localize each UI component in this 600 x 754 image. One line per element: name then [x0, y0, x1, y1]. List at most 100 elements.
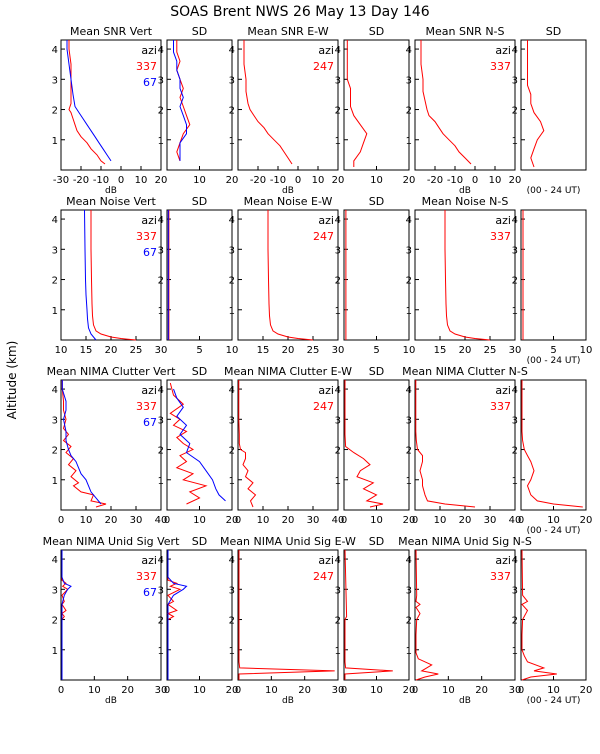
y-tick-label: 1: [158, 306, 164, 317]
y-tick-label: 3: [335, 415, 341, 426]
y-tick-label: 3: [158, 585, 164, 596]
y-tick-label: 3: [406, 75, 412, 86]
legend-entry-247: 247: [313, 60, 334, 73]
x-tick-label: 20: [155, 175, 168, 186]
panel-title: Mean Noise N-S: [422, 195, 509, 208]
series-line-337: [415, 380, 476, 508]
y-tick-label: 1: [406, 646, 412, 657]
y-tick-label: 4: [335, 555, 341, 566]
panel-6: 1 2 3 4 SD (00 - 24 UT): [512, 25, 587, 196]
legend-entry-337: 337: [136, 400, 157, 413]
panel-title: Mean NIMA Clutter N-S: [402, 365, 528, 378]
series-line: [344, 549, 393, 680]
x-tick-label: 20: [105, 345, 118, 356]
x-tick-label: 10: [580, 345, 593, 356]
panel-3: 1 2 3 4 -20 -10 0 10 20 Mean SNR E-W dB azi 247: [229, 25, 345, 196]
series-line-67: [66, 40, 112, 162]
y-tick-label: 4: [158, 45, 164, 56]
series-line: [173, 40, 187, 161]
panel-10: 1 2 3 4 5 10 SD: [335, 195, 416, 356]
x-tick-label: 0: [164, 685, 170, 696]
x-tick-label: 25: [130, 345, 143, 356]
y-tick-label: 4: [158, 215, 164, 226]
x-axis-label: dB: [105, 696, 117, 706]
legend-entry-67: 67: [143, 76, 157, 89]
y-tick-label: 2: [406, 446, 412, 457]
plot-frame: [60, 549, 162, 681]
panel-title: Mean SNR E-W: [247, 25, 328, 38]
x-tick-label: 20: [105, 515, 118, 526]
y-tick-label: 4: [512, 555, 518, 566]
y-tick-label: 3: [512, 415, 518, 426]
y-tick-label: 3: [512, 75, 518, 86]
y-tick-label: 1: [512, 306, 518, 317]
legend-entry-337: 337: [490, 570, 511, 583]
y-tick-label: 2: [158, 446, 164, 457]
panel-8: 1 2 3 4 5 10 SD: [158, 195, 239, 356]
x-tick-label: 30: [509, 345, 522, 356]
panel-title: SD: [192, 25, 207, 38]
y-tick-label: 4: [158, 555, 164, 566]
x-tick-label: 0: [518, 685, 524, 696]
y-tick-label: 2: [52, 616, 58, 627]
x-axis-label: dB: [459, 186, 471, 196]
figure-title: SOAS Brent NWS 26 May 13 Day 146: [170, 4, 430, 20]
y-tick-label: 3: [335, 585, 341, 596]
y-tick-label: 2: [512, 106, 518, 117]
x-tick-label: 10: [80, 515, 93, 526]
plot-frame: [520, 209, 587, 341]
legend-entry-337: 337: [136, 570, 157, 583]
x-tick-label: 20: [509, 175, 522, 186]
x-tick-label: 15: [257, 345, 270, 356]
x-tick-label: 0: [412, 685, 418, 696]
x-tick-label: -10: [93, 175, 109, 186]
series-line-247: [238, 380, 257, 508]
y-tick-label: 3: [335, 245, 341, 256]
y-tick-label: 3: [512, 585, 518, 596]
x-tick-label: 40: [509, 515, 522, 526]
y-tick-label: 4: [512, 385, 518, 396]
y-tick-label: 1: [335, 646, 341, 657]
y-tick-label: 3: [158, 75, 164, 86]
series-line: [173, 388, 226, 502]
y-tick-label: 2: [406, 616, 412, 627]
y-tick-label: 1: [335, 136, 341, 147]
y-tick-label: 1: [406, 476, 412, 487]
x-tick-label: 10: [226, 345, 239, 356]
y-tick-label: 2: [52, 276, 58, 287]
y-tick-label: 2: [229, 616, 235, 627]
series-line-337: [61, 380, 107, 508]
y-tick-label: 2: [406, 276, 412, 287]
y-tick-label: 2: [229, 276, 235, 287]
x-tick-label: -20: [250, 175, 266, 186]
x-tick-label: 10: [370, 515, 383, 526]
legend-title: azi: [141, 44, 157, 57]
plot-frame: [343, 379, 410, 511]
plot-frame: [343, 549, 410, 681]
x-tick-label: 10: [403, 345, 416, 356]
x-axis-label: (00 - 24 UT): [527, 526, 581, 536]
y-tick-label: 2: [229, 106, 235, 117]
y-tick-label: 2: [229, 446, 235, 457]
y-tick-label: 1: [52, 306, 58, 317]
panel-title: Mean NIMA Unid Sig Vert: [43, 535, 180, 548]
panel-title: Mean NIMA Clutter Vert: [47, 365, 177, 378]
x-tick-label: 10: [257, 515, 270, 526]
y-tick-label: 3: [406, 415, 412, 426]
legend-title: azi: [495, 44, 511, 57]
x-tick-label: 30: [307, 515, 320, 526]
x-tick-label: 0: [235, 685, 241, 696]
plot-frame: [237, 39, 339, 171]
panel-title: SD: [192, 195, 207, 208]
y-tick-label: 3: [512, 245, 518, 256]
x-tick-label: 20: [403, 685, 416, 696]
panel-2: 1 2 3 4 10 20 SD: [158, 25, 239, 186]
series-line: [527, 40, 545, 168]
x-tick-label: 10: [370, 175, 383, 186]
x-tick-label: 0: [341, 685, 347, 696]
y-tick-label: 4: [52, 555, 58, 566]
legend-entry-337: 337: [136, 230, 157, 243]
